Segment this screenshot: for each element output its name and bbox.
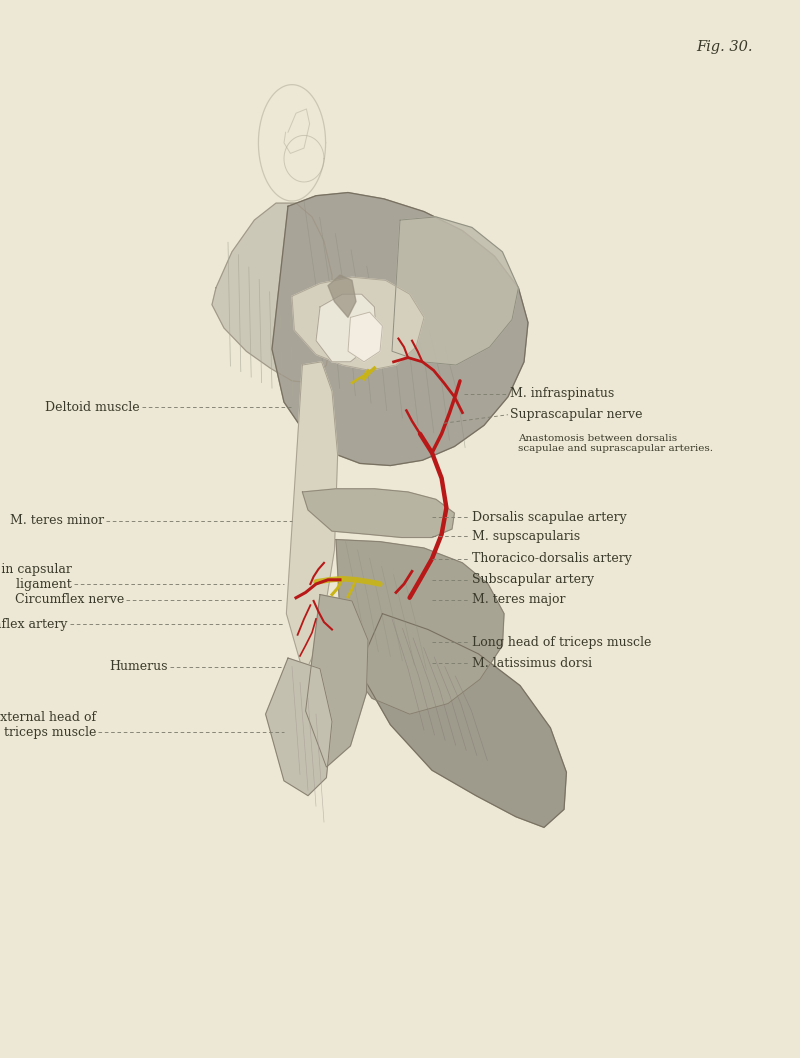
Polygon shape <box>348 312 382 362</box>
Text: M. teres minor: M. teres minor <box>10 514 104 527</box>
Polygon shape <box>292 277 424 370</box>
Polygon shape <box>286 362 338 675</box>
Text: Suprascapular nerve: Suprascapular nerve <box>510 408 643 421</box>
Text: Dorsalis scapulae artery: Dorsalis scapulae artery <box>472 511 626 524</box>
Text: Subscapular artery: Subscapular artery <box>472 573 594 586</box>
Text: Fig. 30.: Fig. 30. <box>696 40 753 54</box>
Text: M. supscapularis: M. supscapularis <box>472 530 580 543</box>
Text: Anastomosis between dorsalis
scapulae and suprascapular arteries.: Anastomosis between dorsalis scapulae an… <box>518 434 714 453</box>
Polygon shape <box>392 217 518 365</box>
Polygon shape <box>272 193 528 466</box>
Text: M. infraspinatus: M. infraspinatus <box>510 387 614 400</box>
Text: Posterior circumflex artery: Posterior circumflex artery <box>0 618 68 631</box>
Text: External head of
   triceps muscle: External head of triceps muscle <box>0 711 96 738</box>
Text: Circumflex nerve: Circumflex nerve <box>14 594 124 606</box>
Text: M. latissimus dorsi: M. latissimus dorsi <box>472 657 592 670</box>
Text: Deltoid muscle: Deltoid muscle <box>46 401 140 414</box>
Text: Long head of triceps muscle: Long head of triceps muscle <box>472 636 651 649</box>
Polygon shape <box>302 489 454 537</box>
Polygon shape <box>358 614 566 827</box>
Polygon shape <box>212 203 332 383</box>
Polygon shape <box>316 294 376 362</box>
Polygon shape <box>328 275 356 317</box>
Polygon shape <box>266 658 332 796</box>
Text: Humerus: Humerus <box>110 660 168 673</box>
Polygon shape <box>336 540 504 714</box>
Polygon shape <box>306 595 368 767</box>
Text: Weak place in capsular
    ligament: Weak place in capsular ligament <box>0 563 72 590</box>
Text: Thoracico-dorsalis artery: Thoracico-dorsalis artery <box>472 552 632 565</box>
Text: M. teres major: M. teres major <box>472 594 566 606</box>
